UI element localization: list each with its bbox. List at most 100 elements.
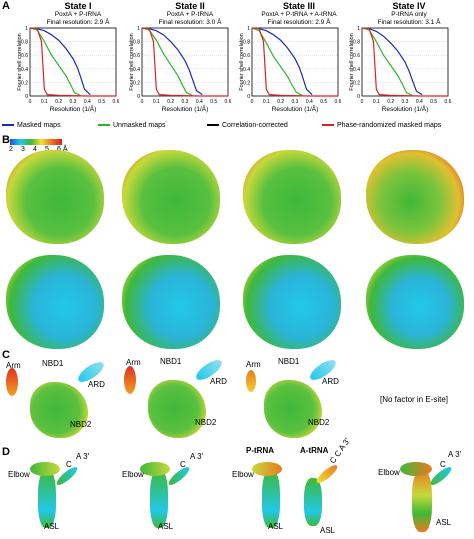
state-subtitle: P-tRNA only — [391, 11, 427, 18]
legend-label: Masked maps — [17, 122, 61, 129]
legend-swatch — [207, 124, 219, 127]
series-line — [251, 27, 338, 97]
y-tick-label: 0.2 — [133, 80, 140, 86]
label-nbd1: NBD1 — [42, 359, 64, 368]
y-tick-label: 0.4 — [243, 67, 250, 73]
x-tick-label: 0.1 — [263, 99, 270, 105]
x-tick-label: 0.5 — [320, 99, 327, 105]
x-tick-label: 0.4 — [196, 99, 203, 105]
x-tick-label: 0.3 — [70, 99, 77, 105]
colorbar-tick: 5 — [45, 146, 49, 153]
x-tick-label: 0.6 — [335, 99, 342, 105]
trna-elbow-state-4 — [400, 462, 432, 476]
label-asl: ASL — [320, 526, 336, 535]
y-axis-label: Fourier shell correlation — [129, 33, 135, 90]
trna-density-state-4 — [412, 470, 432, 532]
a-trna-density-state-3 — [304, 478, 322, 526]
no-factor-note: [No factor in E-site] — [380, 395, 449, 404]
y-tick-label: 0.4 — [133, 67, 140, 73]
legend-label: Phase-randomized masked maps — [337, 122, 442, 129]
label-elbow: Elbow — [232, 470, 254, 479]
state-subtitle: PoxtA + P-tRNA + A-tRNA — [261, 11, 337, 18]
x-tick-label: 0.1 — [153, 99, 160, 105]
colorbar — [10, 139, 62, 145]
y-tick-label: 0.4 — [21, 67, 28, 73]
x-tick-label: 0.3 — [402, 99, 409, 105]
ribosome-map-state-4-bottom — [366, 255, 464, 349]
x-axis-label: Resolution (1/Å) — [162, 104, 209, 113]
label-c: C — [66, 460, 72, 469]
a-trna-acceptor-state-3 — [314, 462, 340, 486]
x-tick-label: 0.5 — [210, 99, 217, 105]
y-tick-label: 0.8 — [133, 40, 140, 46]
label-elbow: Elbow — [8, 470, 30, 479]
x-tick-label: 0.6 — [445, 99, 452, 105]
panel-label-b: B — [2, 134, 10, 146]
trna-acceptor-state-2 — [166, 464, 192, 488]
label-a3: A 3′ — [190, 452, 204, 461]
y-tick-label: 0.8 — [353, 40, 360, 46]
label-arm: Arm — [126, 358, 141, 367]
x-tick-label: 0.2 — [167, 99, 174, 105]
label-elbow: Elbow — [122, 470, 144, 479]
y-tick-label: 0 — [137, 94, 140, 100]
colorbar-tick: 3 — [21, 146, 25, 153]
legend-corrected: Correlation-corrected — [207, 122, 288, 129]
panel-label-a: A — [2, 0, 10, 12]
x-tick-label: 0 — [251, 99, 254, 105]
label-nbd2: NBD2 — [195, 418, 217, 427]
x-tick-label: 0 — [361, 99, 364, 105]
label-elbow: Elbow — [378, 468, 400, 477]
y-tick-label: 0.2 — [353, 80, 360, 86]
poxta-arm-state-1 — [6, 368, 18, 396]
label-asl: ASL — [44, 522, 60, 531]
x-axis-label: Resolution (1/Å) — [382, 104, 429, 113]
y-tick-label: 1 — [137, 26, 140, 32]
label-arm: Arm — [6, 361, 21, 370]
legend-swatch — [98, 124, 110, 127]
y-tick-label: 0.8 — [21, 40, 28, 46]
y-tick-label: 0.2 — [243, 80, 250, 86]
state-resolution: Final resolution: 3.0 Å — [158, 19, 222, 26]
x-tick-label: 0 — [29, 99, 32, 105]
series-line — [29, 27, 81, 96]
x-tick-label: 0.4 — [416, 99, 423, 105]
state-resolution: Final resolution: 2.9 Å — [46, 19, 110, 26]
y-tick-label: 1 — [25, 26, 28, 32]
label-ard: ARD — [210, 377, 227, 386]
colorbar-tick: 2 — [9, 146, 13, 153]
y-tick-label: 0 — [357, 94, 360, 100]
label-p-trna: P-tRNA — [246, 446, 274, 455]
label-nbd2: NBD2 — [70, 420, 92, 429]
y-axis-label: Fourier shell correlation — [239, 33, 245, 90]
state-title: State IV — [392, 1, 426, 11]
ribosome-map-state-3-bottom — [243, 255, 341, 349]
label-asl: ASL — [158, 522, 174, 531]
y-tick-label: 0.2 — [21, 80, 28, 86]
fsc-plot-state-2: 0 0.1 0.2 0.3 0.4 0.5 0.6 0 0.2 0.4 0.6 0.8 1 Resolut… — [129, 26, 232, 113]
x-tick-label: 0.4 — [306, 99, 313, 105]
p-trna-elbow-state-3 — [252, 462, 282, 476]
series-line — [141, 27, 228, 97]
label-c-a3-a-trna: C C A 3′ — [328, 436, 352, 466]
y-tick-label: 0.6 — [243, 53, 250, 59]
label-asl: ASL — [436, 518, 452, 527]
poxta-density-state-2 — [148, 380, 206, 438]
state-subtitle: PoxtA + P-tRNA — [54, 11, 102, 18]
x-tick-label: 0 — [141, 99, 144, 105]
series-line — [251, 27, 313, 96]
x-tick-label: 0.2 — [277, 99, 284, 105]
x-tick-label: 0.1 — [41, 99, 48, 105]
series-line — [361, 27, 448, 97]
colorbar-tick: 6 Å — [57, 146, 68, 153]
y-tick-label: 0.8 — [243, 40, 250, 46]
state-resolution: Final resolution: 2.9 Å — [267, 19, 331, 26]
y-tick-label: 0.6 — [133, 53, 140, 59]
ribosome-map-state-2-bottom — [122, 255, 220, 349]
ribosome-map-state-3-top — [243, 150, 341, 244]
colorbar-tick: 4 — [33, 146, 37, 153]
legend-swatch — [322, 124, 334, 127]
trna-elbow-state-2 — [140, 462, 170, 476]
ribosome-map-state-1-top — [6, 150, 104, 244]
y-tick-label: 1 — [357, 26, 360, 32]
